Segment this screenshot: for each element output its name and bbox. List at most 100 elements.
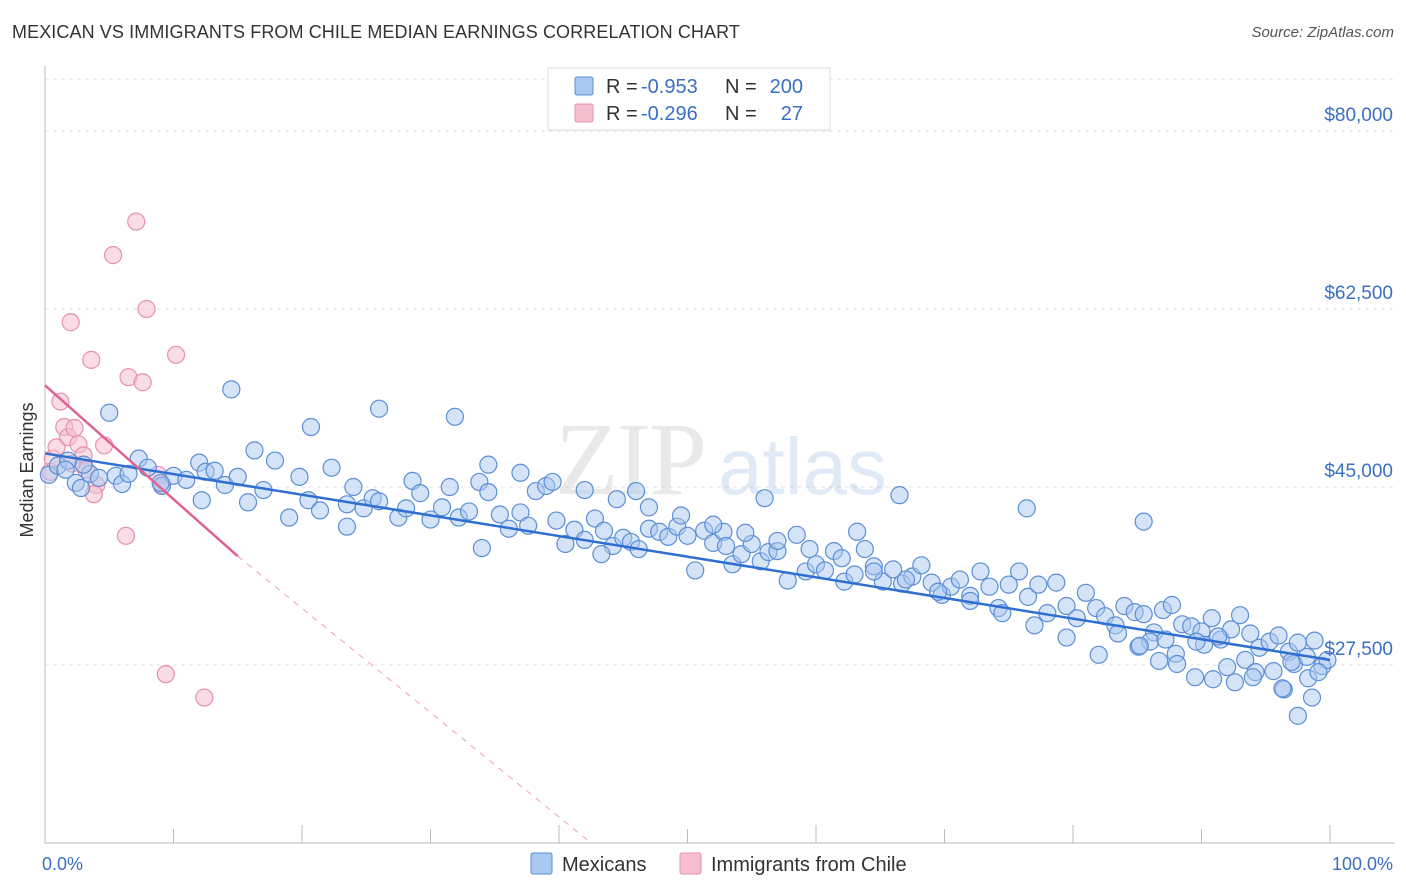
legend-swatch-pink (574, 103, 594, 123)
mexican-point (678, 526, 697, 545)
mexican-point (440, 477, 459, 497)
mexican-point (192, 491, 211, 510)
mexican-point (1230, 606, 1250, 625)
mexican-point (716, 536, 736, 556)
bottom-legend-mexicans: Mexicans (562, 854, 646, 876)
chile-trend-line (44, 384, 239, 558)
mexican-point (1218, 657, 1237, 677)
mexican-point (639, 498, 659, 517)
mexican-point (1243, 668, 1263, 687)
legend-n-value-2: 27 (781, 103, 803, 125)
mexican-point (396, 499, 416, 518)
mexican-point (205, 461, 224, 480)
mexican-point (950, 570, 970, 589)
mexican-point (56, 460, 75, 479)
chile-point (137, 299, 156, 319)
mexican-point (815, 561, 835, 580)
legend-n-label-1: N = (725, 76, 757, 98)
mexican-point (479, 455, 498, 474)
mexican-point (1057, 628, 1076, 647)
mexican-point (1134, 512, 1153, 531)
mexican-point (1009, 562, 1029, 581)
mexican-point (490, 505, 509, 524)
bottom-legend: Mexicans Immigrants from Chile (530, 852, 907, 876)
mexican-point (1134, 605, 1153, 624)
mexican-point (222, 380, 241, 399)
mexican-point (138, 458, 157, 477)
mexican-point (1305, 631, 1324, 650)
mexican-point (1130, 636, 1149, 655)
mexican-point (337, 495, 357, 514)
mexican-point (459, 502, 479, 521)
mexican-point (370, 399, 389, 418)
y-tick-label: $45,000 (1324, 461, 1393, 482)
mexican-point (1047, 573, 1066, 592)
chile-point (61, 313, 80, 332)
mexican-point (445, 407, 465, 426)
mexican-point (883, 560, 903, 579)
mexican-point (592, 545, 611, 564)
trend-lines (44, 384, 1331, 844)
mexican-point (245, 441, 264, 460)
y-tick-labels: $27,500 $45,000 $62,500 $80,000 (1324, 105, 1393, 660)
mexican-point (755, 489, 774, 508)
mexican-point (1264, 662, 1283, 681)
mexican-point (344, 477, 363, 497)
mexican-point (119, 464, 138, 483)
mexican-point (1236, 650, 1255, 670)
mexican-point (704, 515, 723, 534)
mexican-point (980, 577, 999, 596)
mexican-point (1076, 583, 1095, 602)
mexican-point (337, 517, 357, 536)
watermark-zip: ZIP (555, 402, 705, 517)
mexican-point (1162, 595, 1182, 615)
bottom-legend-swatch-pink (679, 852, 702, 875)
mexican-point (151, 473, 170, 493)
grid-lines (45, 78, 1395, 666)
mexican-point (547, 511, 566, 530)
mexican-point (1017, 499, 1036, 518)
legend-r-value-2: -0.296 (641, 103, 698, 125)
mexicans-trend-line (44, 452, 1331, 662)
mexican-point (607, 490, 626, 509)
chile-point (51, 392, 70, 411)
mexican-point (432, 498, 452, 517)
mexican-point (768, 531, 787, 551)
chile-point (82, 350, 101, 369)
x-tick-label-min: 0.0% (42, 854, 83, 874)
mexican-point (479, 482, 498, 502)
mexican-point (100, 403, 119, 422)
mexican-point (556, 534, 575, 554)
watermark: ZIP atlas (555, 402, 887, 517)
chile-point (195, 688, 214, 707)
x-tick-label-max: 100.0% (1332, 854, 1393, 874)
mexican-point (800, 539, 819, 559)
legend-r-value-1: -0.953 (641, 76, 698, 98)
legend-r-label-1: R = (606, 76, 638, 98)
watermark-atlas: atlas (718, 422, 887, 511)
chart-title: MEXICAN VS IMMIGRANTS FROM CHILE MEDIAN … (12, 22, 741, 42)
chile-point (156, 665, 175, 684)
mexican-point (896, 570, 916, 589)
mexican-point (1167, 654, 1187, 674)
mexican-point (1282, 652, 1301, 672)
mexican-point (290, 467, 309, 486)
mexican-point (912, 556, 931, 575)
mexican-point (736, 523, 755, 542)
mexican-point (855, 539, 874, 559)
mexican-point (310, 501, 330, 520)
mexican-point (1225, 673, 1245, 692)
chile-point (166, 345, 186, 364)
mexican-point (1187, 632, 1206, 651)
chile-point (133, 373, 152, 392)
bottom-legend-chile: Immigrants from Chile (711, 854, 907, 876)
mexican-point (1149, 651, 1169, 671)
mexican-point (1057, 596, 1076, 616)
mexican-point (832, 549, 851, 568)
mexican-point (265, 451, 285, 470)
legend-r-label-2: R = (606, 103, 638, 125)
mexican-point (1273, 679, 1292, 698)
x-tick-labels: 0.0% 100.0% (42, 854, 1393, 874)
mexican-point (1288, 706, 1307, 725)
mexican-point (999, 575, 1018, 594)
